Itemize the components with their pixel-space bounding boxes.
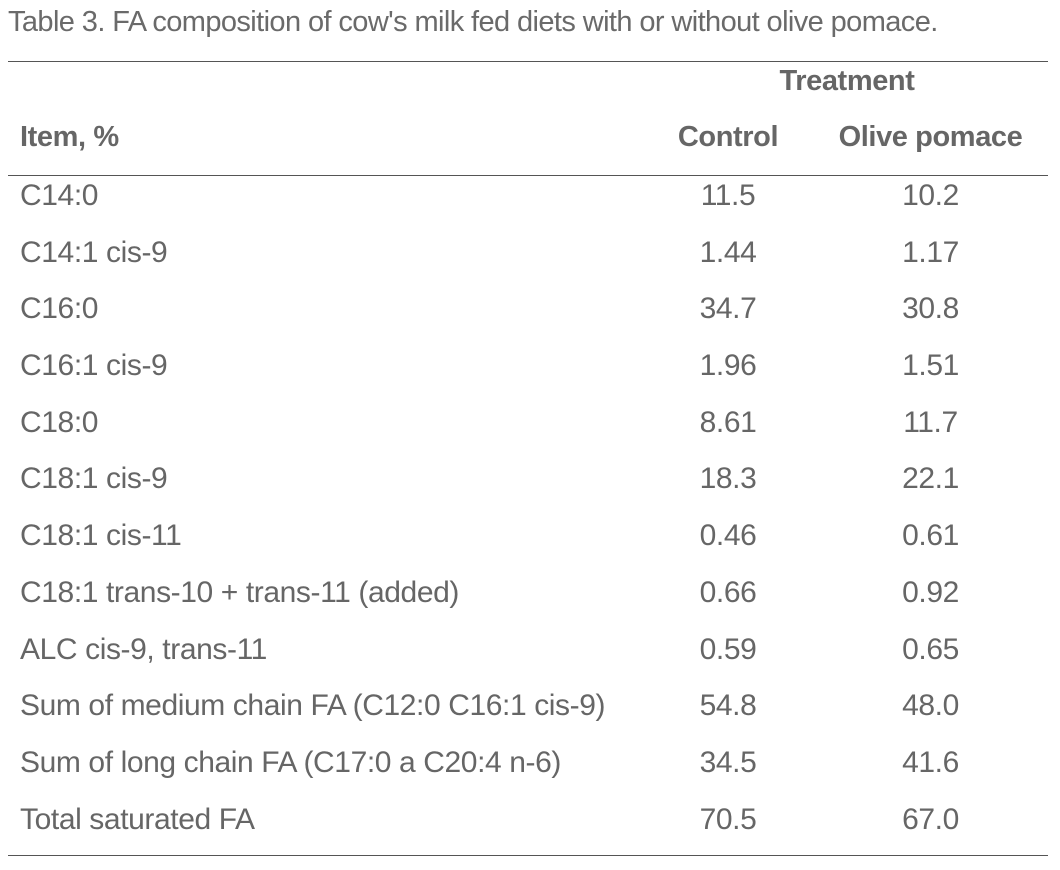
table-row: Sum of medium chain FA (C12:0 C16:1 cis-… <box>0 686 1060 743</box>
control-column-header: Control <box>677 121 779 153</box>
control-cell: 1.44 <box>699 235 757 269</box>
olive-pomace-cell: 10.2 <box>902 179 959 212</box>
item-cell: ALC cis-9, trans-11 <box>20 632 267 666</box>
table-row: Total saturated FA 70.5 67.0 <box>0 800 1060 857</box>
control-cell: 54.8 <box>699 689 757 723</box>
item-cell: Sum of medium chain FA (C12:0 C16:1 cis-… <box>20 689 606 723</box>
item-cell: C16:1 cis-9 <box>20 349 168 383</box>
item-cell: C18:1 trans-10 + trans-11 (added) <box>20 575 459 609</box>
table-body: C14:0 11.5 10.2 C14:1 cis-9 1.44 1.17 C1… <box>0 176 1060 856</box>
control-cell: 34.5 <box>699 745 757 779</box>
olive-pomace-cell: 67.0 <box>902 802 959 836</box>
control-cell: 0.46 <box>699 519 757 553</box>
olive-pomace-cell: 30.8 <box>902 292 959 326</box>
item-cell: C14:1 cis-9 <box>20 235 168 269</box>
table-row: C18:1 cis-11 0.46 0.61 <box>0 516 1060 573</box>
table-row: C14:1 cis-9 1.44 1.17 <box>0 233 1060 290</box>
table-caption: Table 3. FA composition of cow's milk fe… <box>8 6 938 38</box>
item-column-header: Item, % <box>20 121 119 153</box>
olive-pomace-cell: 22.1 <box>902 462 959 496</box>
item-cell: C18:1 cis-9 <box>20 462 168 496</box>
control-cell: 1.96 <box>699 349 757 383</box>
item-cell: C14:0 <box>20 179 99 212</box>
control-cell: 18.3 <box>699 462 757 496</box>
olive-pomace-column-header: Olive pomace <box>838 121 1023 153</box>
control-cell: 34.7 <box>699 292 757 326</box>
olive-pomace-cell: 11.7 <box>903 405 958 439</box>
control-cell: 0.66 <box>699 575 757 609</box>
olive-pomace-cell: 1.51 <box>902 349 959 383</box>
table-header-rule <box>8 175 1048 176</box>
item-cell: C18:0 <box>20 405 99 439</box>
olive-pomace-cell: 0.61 <box>902 519 959 553</box>
control-cell: 0.59 <box>699 632 757 666</box>
item-cell: C18:1 cis-11 <box>20 519 182 553</box>
table-row: ALC cis-9, trans-11 0.59 0.65 <box>0 630 1060 687</box>
item-cell: Total saturated FA <box>20 802 255 836</box>
table-row: C16:0 34.7 30.8 <box>0 289 1060 346</box>
table-row: C18:0 8.61 11.7 <box>0 403 1060 460</box>
olive-pomace-cell: 0.92 <box>902 575 959 609</box>
table-row: Sum of long chain FA (C17:0 a C20:4 n-6)… <box>0 743 1060 800</box>
olive-pomace-cell: 41.6 <box>902 745 959 779</box>
table-top-rule <box>8 61 1048 62</box>
control-cell: 70.5 <box>699 802 757 836</box>
table-row: C18:1 cis-9 18.3 22.1 <box>0 459 1060 516</box>
item-cell: C16:0 <box>20 292 99 326</box>
olive-pomace-cell: 1.17 <box>902 235 959 269</box>
table-row: C14:0 11.5 10.2 <box>0 176 1060 233</box>
table-bottom-rule <box>8 855 1048 856</box>
olive-pomace-cell: 0.65 <box>902 632 959 666</box>
control-cell: 11.5 <box>700 179 756 212</box>
table-row: C18:1 trans-10 + trans-11 (added) 0.66 0… <box>0 573 1060 630</box>
olive-pomace-cell: 48.0 <box>902 689 959 723</box>
control-cell: 8.61 <box>699 405 757 439</box>
treatment-header: Treatment <box>779 65 915 97</box>
item-cell: Sum of long chain FA (C17:0 a C20:4 n-6) <box>20 745 561 779</box>
table-row: C16:1 cis-9 1.96 1.51 <box>0 346 1060 403</box>
